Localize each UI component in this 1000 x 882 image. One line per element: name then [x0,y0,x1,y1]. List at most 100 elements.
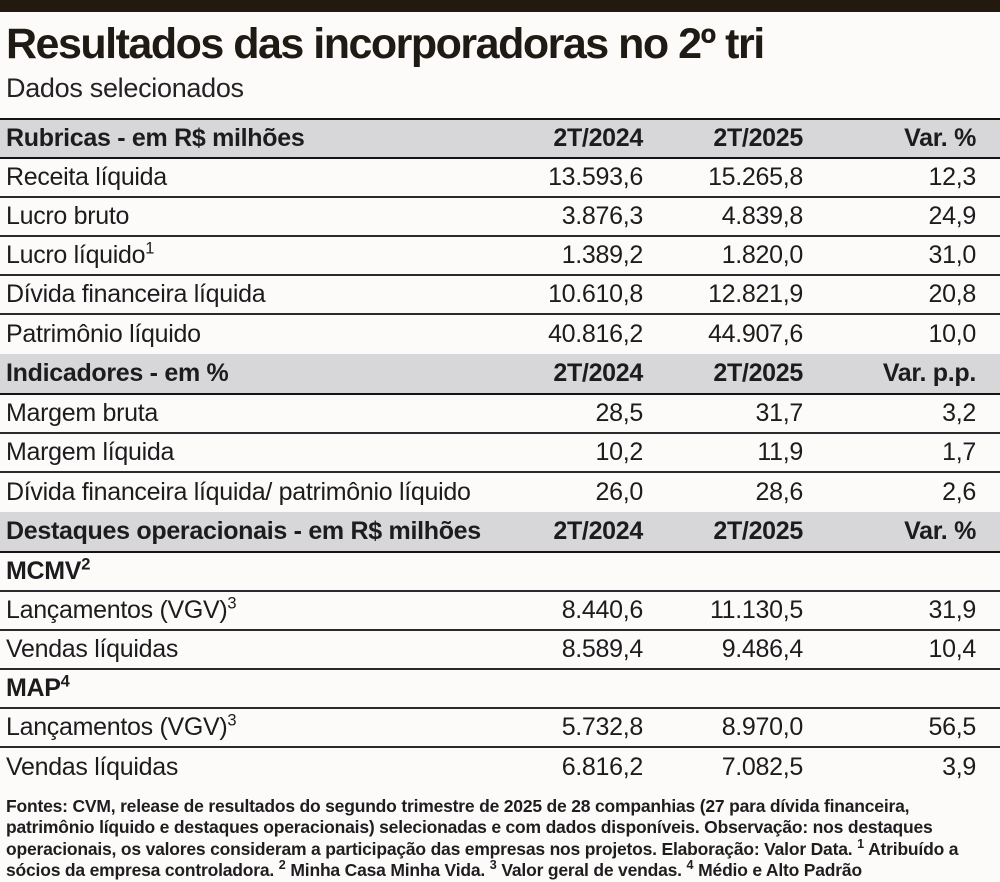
row-label-text: Lucro líquido [6,241,146,270]
row-label: Margem líquida [0,438,493,467]
value-2t2024: 26,0 [595,478,644,507]
source-note: Fontes: CVM, release de resultados do se… [6,796,992,881]
row-label-text: Vendas líquidas [6,753,179,782]
footnote-marker: 4 [60,672,70,691]
value-var: 56,5 [928,713,977,742]
row-label: Lucro líquido1 [0,241,493,270]
table-row: Vendas líquidas 6.816,2 7.082,5 3,9 [0,748,1000,787]
row-label: Dívida financeira líquida [0,280,493,309]
value-2t2024: 28,5 [595,399,644,428]
row-label: Vendas líquidas [0,753,493,782]
section-title: Rubricas - em R$ milhões [6,124,305,153]
row-label: Margem bruta [0,399,493,428]
row-label-text: Receita líquida [6,163,167,192]
row-label-text: Margem líquida [6,438,175,467]
row-label-text: Dívida financeira líquida/ patrimônio lí… [6,478,471,507]
subsection-row-map: MAP4 [0,670,1000,710]
table-row: Margem líquida 10,2 11,9 1,7 [0,434,1000,474]
row-label-text: MCMV [6,557,82,586]
value-var: 10,0 [928,320,977,349]
value-2t2024: 8.440,6 [561,596,644,625]
subsection-row-mcmv: MCMV2 [0,553,1000,593]
value-2t2024: 13.593,6 [548,163,643,192]
table-row: Margem bruta 28,5 31,7 3,2 [0,395,1000,435]
footnote-1-text: Atribuído a sócios da empresa controlado… [6,838,959,881]
value-2t2025: 4.839,8 [721,202,804,231]
column-header-var: Var. % [904,124,976,153]
section-title: Destaques operacionais - em R$ milhões [6,517,481,546]
value-2t2024: 40.816,2 [548,320,643,349]
page-title: Resultados das incorporadoras no 2º tri [6,20,765,68]
page-subtitle: Dados selecionados [6,73,244,104]
row-label: Lucro bruto [0,202,493,231]
section-header-indicadores: Indicadores - em % 2T/2024 2T/2025 Var. … [0,354,1000,396]
row-label: Lançamentos (VGV)3 [0,596,493,625]
row-label-text: Margem bruta [6,399,159,428]
footnote-3-text: Valor geral de vendas. [496,860,682,881]
value-2t2025: 31,7 [755,399,804,428]
column-header-2t2025: 2T/2025 [713,517,803,546]
value-var: 31,0 [928,241,977,270]
footnote-2-text: Minha Casa Minha Vida. [285,860,486,881]
column-header-2t2024: 2T/2024 [553,124,643,153]
results-table: Rubricas - em R$ milhões 2T/2024 2T/2025… [0,118,1000,787]
footnote-marker: 1 [145,239,155,258]
table-row: Dívida financeira líquida/ patrimônio lí… [0,473,1000,512]
row-label-text: Lançamentos (VGV) [6,713,228,742]
column-header-2t2025: 2T/2025 [713,124,803,153]
row-label-text: Lançamentos (VGV) [6,596,228,625]
section-title: Indicadores - em % [6,359,229,388]
table-row: Receita líquida 13.593,6 15.265,8 12,3 [0,159,1000,199]
value-var: 12,3 [928,163,977,192]
footnote-marker: 3 [227,594,237,613]
footnote-4-marker: 4 [686,858,694,873]
value-2t2025: 12.821,9 [708,280,803,309]
section-header-rubricas: Rubricas - em R$ milhões 2T/2024 2T/2025… [0,118,1000,160]
value-var: 3,9 [942,753,976,782]
value-var: 2,6 [942,478,976,507]
table-row: Lucro bruto 3.876,3 4.839,8 24,9 [0,198,1000,238]
table-row: Lançamentos (VGV)3 8.440,6 11.130,5 31,9 [0,592,1000,632]
value-var: 24,9 [928,202,977,231]
value-2t2024: 1.389,2 [561,241,644,270]
value-2t2024: 8.589,4 [561,635,644,664]
row-label-text: MAP [6,674,61,703]
value-2t2024: 10,2 [595,438,644,467]
value-2t2025: 9.486,4 [721,635,804,664]
column-header-2t2024: 2T/2024 [553,359,643,388]
row-label: Receita líquida [0,163,493,192]
table-row: Patrimônio líquido 40.816,2 44.907,6 10,… [0,315,1000,354]
row-label-text: Lucro bruto [6,202,130,231]
value-2t2025: 11.130,5 [709,596,803,625]
row-label: Vendas líquidas [0,635,493,664]
value-var: 10,4 [928,635,977,664]
table-row: Lançamentos (VGV)3 5.732,8 8.970,0 56,5 [0,709,1000,749]
value-2t2025: 7.082,5 [721,753,804,782]
row-label: Lançamentos (VGV)3 [0,713,493,742]
value-2t2025: 15.265,8 [708,163,803,192]
table-row: Vendas líquidas 8.589,4 9.486,4 10,4 [0,631,1000,671]
value-var: 3,2 [942,399,976,428]
value-2t2024: 3.876,3 [561,202,644,231]
source-note-text: Fontes: CVM, release de resultados do se… [6,796,933,859]
table-row: Dívida financeira líquida 10.610,8 12.82… [0,276,1000,316]
section-header-destaques: Destaques operacionais - em R$ milhões 2… [0,512,1000,554]
footnote-3-marker: 3 [489,858,497,873]
value-2t2025: 28,6 [755,478,804,507]
column-header-var: Var. p.p. [882,359,976,388]
row-label: Dívida financeira líquida/ patrimônio lí… [0,478,493,507]
value-var: 31,9 [928,596,977,625]
column-header-2t2024: 2T/2024 [553,517,643,546]
row-label: MAP4 [0,674,493,703]
footnote-2-marker: 2 [278,858,286,873]
table-row: Lucro líquido1 1.389,2 1.820,0 31,0 [0,237,1000,277]
footnote-4-text: Médio e Alto Padrão [693,860,862,881]
column-header-2t2025: 2T/2025 [713,359,803,388]
footnote-marker: 3 [227,711,237,730]
value-2t2025: 44.907,6 [708,320,803,349]
value-var: 1,7 [942,438,976,467]
row-label-text: Vendas líquidas [6,635,179,664]
row-label-text: Patrimônio líquido [6,320,201,349]
value-2t2025: 11,9 [757,438,803,467]
